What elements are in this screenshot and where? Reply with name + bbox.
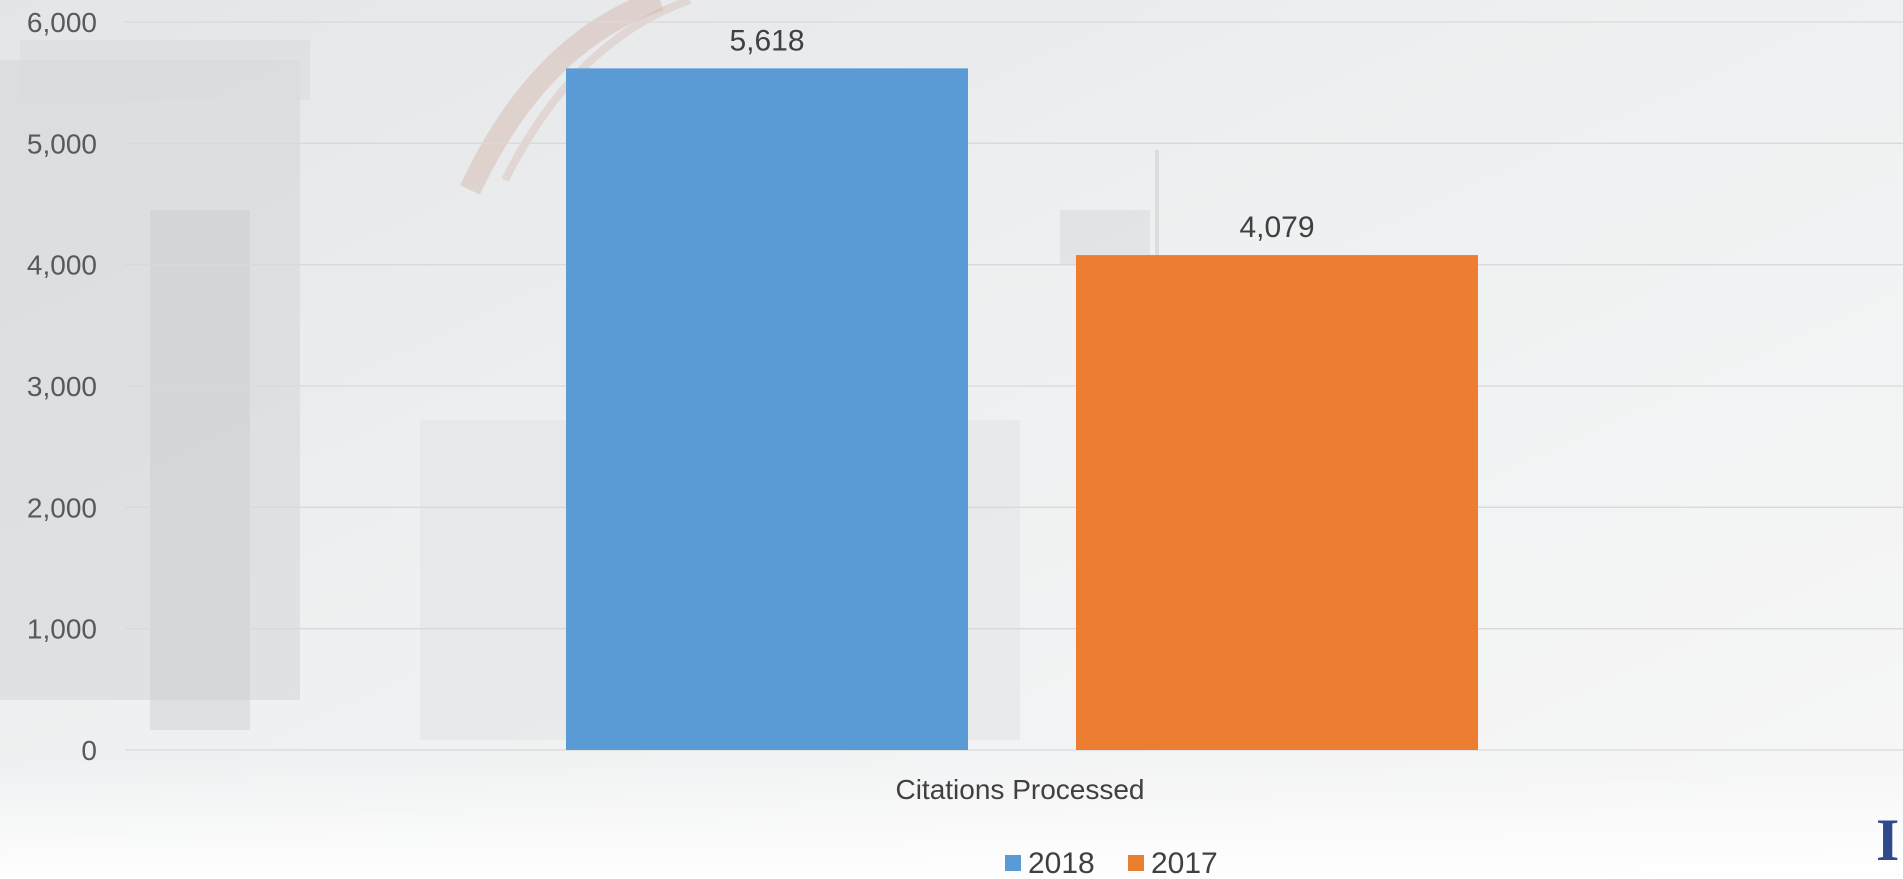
data-label-2018: 5,618 bbox=[729, 24, 804, 57]
y-tick-label: 5,000 bbox=[27, 128, 97, 159]
legend-item-2018: 2018 bbox=[1005, 847, 1095, 879]
data-labels: 5,618 4,079 bbox=[729, 24, 1314, 244]
data-label-2017: 4,079 bbox=[1239, 211, 1314, 244]
logo-corner: I bbox=[1876, 807, 1899, 873]
y-axis-ticks: 0 1,000 2,000 3,000 4,000 5,000 6,000 bbox=[27, 7, 97, 766]
x-axis-categories: Citations Processed bbox=[895, 774, 1144, 805]
legend-label: 2018 bbox=[1028, 847, 1095, 879]
y-tick-label: 4,000 bbox=[27, 250, 97, 281]
legend-swatch bbox=[1128, 855, 1144, 871]
y-tick-label: 3,000 bbox=[27, 371, 97, 402]
y-tick-label: 6,000 bbox=[27, 7, 97, 38]
y-tick-label: 2,000 bbox=[27, 492, 97, 523]
gridlines bbox=[125, 21, 1903, 751]
y-tick-label: 0 bbox=[81, 735, 97, 766]
y-tick-label: 1,000 bbox=[27, 614, 97, 645]
bar-2017 bbox=[1076, 255, 1478, 750]
legend: 2018 2017 bbox=[1005, 847, 1218, 879]
bars bbox=[566, 68, 1478, 750]
x-category-label: Citations Processed bbox=[895, 774, 1144, 805]
legend-label: 2017 bbox=[1151, 847, 1218, 879]
bar-2018 bbox=[566, 68, 968, 750]
legend-swatch bbox=[1005, 855, 1021, 871]
legend-item-2017: 2017 bbox=[1128, 847, 1218, 879]
svg-text:I: I bbox=[1876, 807, 1899, 873]
